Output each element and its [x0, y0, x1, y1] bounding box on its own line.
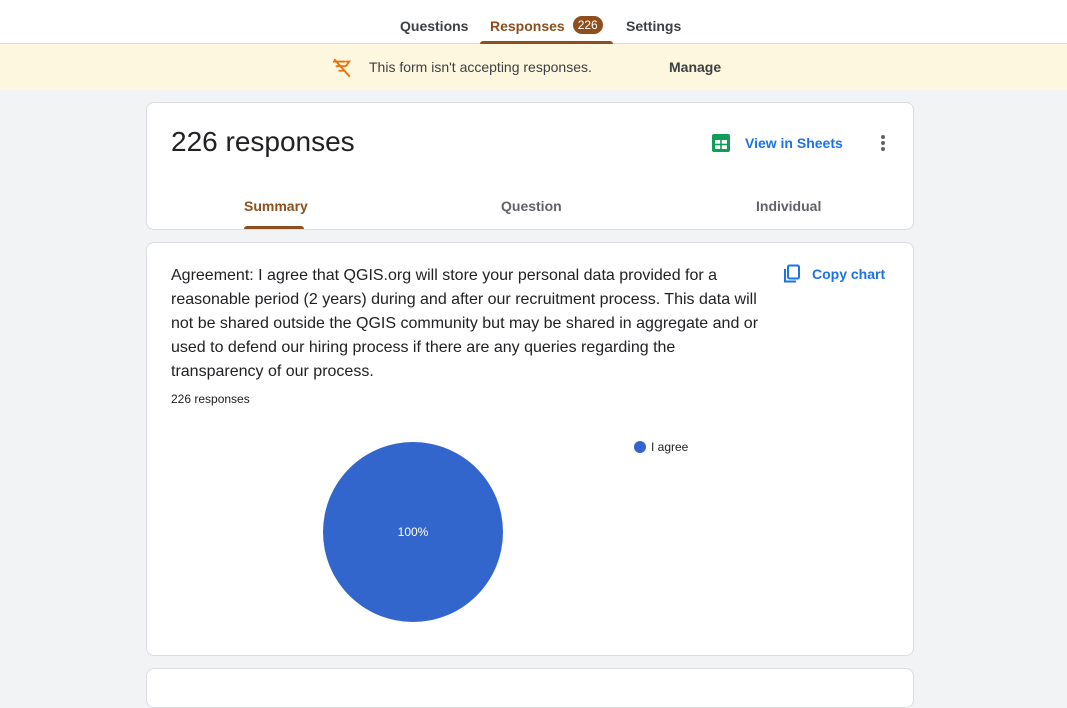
- active-tab-indicator: [244, 226, 304, 229]
- legend-label: I agree: [651, 440, 689, 454]
- banner-message: This form isn't accepting responses.: [369, 59, 592, 75]
- manage-button[interactable]: Manage: [669, 59, 722, 75]
- next-question-card: [146, 668, 914, 708]
- responses-count-title: 226 responses: [171, 126, 355, 157]
- copy-chart-button[interactable]: Copy chart: [812, 266, 886, 282]
- tab-individual[interactable]: Individual: [756, 198, 822, 214]
- tab-responses[interactable]: Responses 226: [480, 0, 613, 44]
- pie-slice-label: 100%: [398, 525, 429, 539]
- tab-question[interactable]: Question: [501, 198, 562, 214]
- legend-marker: [634, 441, 646, 453]
- responses-summary-card: 226 responses View in Sheets Summary Que…: [146, 102, 914, 230]
- pie-slice: [323, 442, 503, 622]
- sheets-icon[interactable]: [712, 134, 730, 152]
- tab-settings[interactable]: Settings: [626, 18, 682, 34]
- tab-summary[interactable]: Summary: [244, 198, 308, 214]
- view-in-sheets-link[interactable]: View in Sheets: [745, 135, 843, 151]
- tab-responses-label: Responses: [490, 18, 565, 34]
- tab-questions[interactable]: Questions: [400, 18, 469, 34]
- question-text: Agreement: I agree that QGIS.org will st…: [171, 267, 759, 380]
- response-pie-chart: 100%: [323, 442, 503, 622]
- question-summary-card: Agreement: I agree that QGIS.org will st…: [146, 242, 914, 656]
- not-accepting-banner: This form isn't accepting responses. Man…: [0, 44, 1067, 90]
- filter-off-icon: [332, 58, 352, 78]
- more-vert-icon[interactable]: [873, 131, 893, 155]
- copy-icon[interactable]: [782, 264, 802, 284]
- top-tab-bar: Questions Responses 226 Settings: [0, 0, 1067, 44]
- question-response-count: 226 responses: [171, 392, 250, 406]
- responses-count-badge: 226: [572, 16, 603, 34]
